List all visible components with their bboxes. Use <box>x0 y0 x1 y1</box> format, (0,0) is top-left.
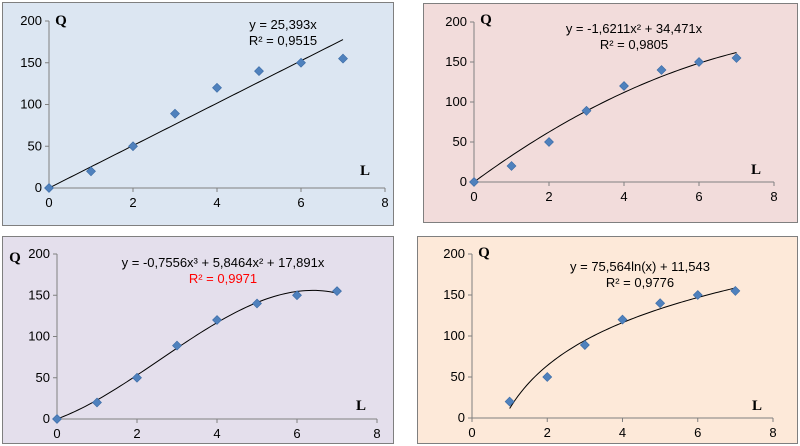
x-tick-label: 8 <box>769 425 776 440</box>
data-point <box>694 57 704 67</box>
x-tick-label: 8 <box>373 426 380 441</box>
x-tick-label: 0 <box>468 425 475 440</box>
data-point <box>172 340 182 351</box>
r-squared-label: R² = 0,9971 <box>189 271 257 286</box>
x-axis-label: L <box>752 398 762 414</box>
x-tick-label: 2 <box>133 426 140 441</box>
x-axis-label: L <box>356 398 366 414</box>
x-tick-label: 0 <box>45 195 52 210</box>
y-tick-label: 100 <box>28 329 50 344</box>
chart-svg-cubic: 0 50 100 150 200 0 2 4 6 8 Q Ly = -0,7556x³ + 5,846… <box>9 246 380 441</box>
data-point <box>581 105 592 116</box>
x-tick-label: 2 <box>129 195 136 210</box>
x-axis-label: L <box>751 162 761 178</box>
data-point <box>254 66 264 77</box>
y-axis-label: Q <box>480 12 492 28</box>
data-point <box>92 397 102 408</box>
x-tick-label: 8 <box>770 189 777 204</box>
x-tick-label: 8 <box>381 195 388 210</box>
data-point <box>212 315 222 325</box>
data-point <box>692 290 703 300</box>
y-tick-label: 200 <box>445 14 467 29</box>
data-point <box>128 141 138 152</box>
data-point <box>338 53 348 64</box>
data-point <box>296 57 306 68</box>
trendline <box>473 52 737 183</box>
x-tick-label: 2 <box>544 425 551 440</box>
data-point <box>506 161 517 171</box>
data-point <box>332 286 342 297</box>
data-point <box>579 340 590 350</box>
data-point <box>544 137 554 147</box>
data-point <box>542 372 553 382</box>
chart-svg-quadratic: 0 50 100 150 200 0 2 4 6 8 Q Ly = -1,6211x² + 34,47… <box>445 12 777 204</box>
y-tick-label: 50 <box>28 138 42 153</box>
y-tick-label: 200 <box>20 13 42 28</box>
data-point <box>212 82 222 93</box>
x-tick-label: 4 <box>620 189 627 204</box>
trendline <box>48 39 344 189</box>
y-tick-label: 150 <box>28 287 50 302</box>
data-point <box>86 166 96 177</box>
x-tick-label: 6 <box>293 426 300 441</box>
y-tick-label: 200 <box>28 246 50 261</box>
y-axis-label: Q <box>55 13 67 29</box>
y-tick-label: 0 <box>458 410 465 425</box>
data-point <box>292 290 302 301</box>
y-tick-label: 50 <box>36 370 50 385</box>
x-tick-label: 6 <box>695 189 702 204</box>
data-point <box>52 414 62 424</box>
trendline-equation: y = -0,7556x³ + 5,8464x² + 17,891x <box>122 255 325 270</box>
y-tick-label: 200 <box>443 246 465 261</box>
data-point <box>44 183 54 193</box>
data-point <box>619 81 629 91</box>
y-tick-label: 0 <box>43 411 50 426</box>
r-squared-label: R² = 0,9805 <box>600 37 668 52</box>
y-tick-label: 50 <box>451 369 465 384</box>
x-axis-label: L <box>360 163 370 179</box>
y-tick-label: 50 <box>453 134 467 149</box>
y-tick-label: 150 <box>445 54 467 69</box>
data-point <box>730 285 741 296</box>
y-tick-label: 150 <box>443 287 465 302</box>
x-tick-label: 0 <box>470 189 477 204</box>
data-point <box>504 396 515 407</box>
x-tick-label: 4 <box>619 425 626 440</box>
data-point <box>170 108 180 119</box>
x-tick-label: 4 <box>213 426 220 441</box>
y-axis-label: Q <box>9 250 21 266</box>
chart-svg-logarithmic: 0 50 100 150 200 0 2 4 6 8 Q Ly = 75,564ln(x) + 11,… <box>443 245 776 440</box>
x-tick-label: 2 <box>545 189 552 204</box>
x-tick-label: 4 <box>213 195 220 210</box>
data-point <box>617 314 628 325</box>
x-tick-label: 6 <box>297 195 304 210</box>
trendline-equation: y = -1,6211x² + 34,471x <box>566 21 703 36</box>
y-tick-label: 100 <box>20 97 42 112</box>
y-tick-label: 0 <box>35 180 42 195</box>
r-squared-label: R² = 0,9776 <box>606 275 674 290</box>
data-point <box>656 65 667 75</box>
y-tick-label: 150 <box>20 55 42 70</box>
data-point <box>252 298 262 309</box>
trendline-equation: y = 25,393x <box>249 17 317 32</box>
y-axis-label: Q <box>478 245 490 261</box>
data-point <box>132 372 142 383</box>
trendline <box>509 287 736 409</box>
y-tick-label: 100 <box>445 94 467 109</box>
trendline <box>56 289 338 420</box>
trendline-equation: y = 75,564ln(x) + 11,543 <box>570 259 710 274</box>
x-tick-label: 6 <box>694 425 701 440</box>
data-point <box>655 298 666 309</box>
data-point <box>731 53 742 63</box>
data-point <box>469 177 479 187</box>
y-tick-label: 100 <box>443 328 465 343</box>
y-tick-label: 0 <box>460 174 467 189</box>
x-tick-label: 0 <box>53 426 60 441</box>
r-squared-label: R² = 0,9515 <box>249 33 317 48</box>
